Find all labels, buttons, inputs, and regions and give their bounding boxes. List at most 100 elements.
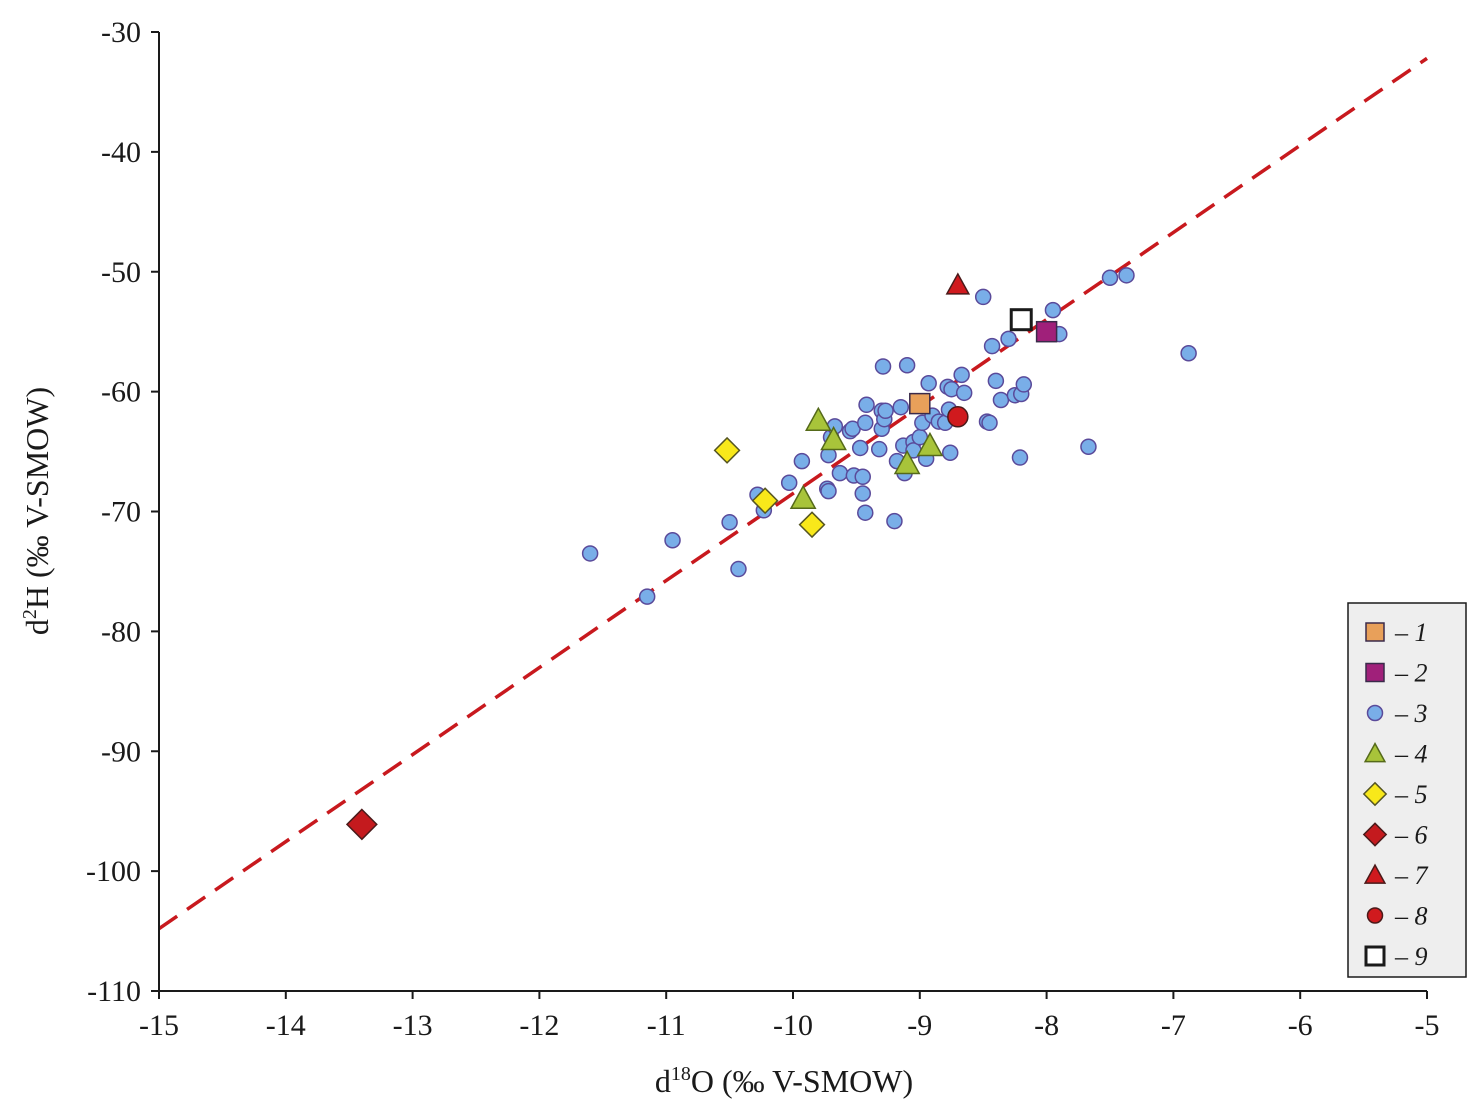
x-tick-label: -14 [266, 1009, 306, 1042]
x-tick-label: -12 [519, 1009, 559, 1042]
series-5 [713, 436, 826, 539]
series-4 [789, 406, 944, 509]
data-point [798, 511, 826, 539]
x-tick-label: -15 [139, 1009, 179, 1042]
data-point [751, 487, 779, 515]
legend-label: – 6 [1394, 821, 1428, 850]
legend-label: – 2 [1394, 659, 1428, 688]
legend-item: – 1 [1365, 618, 1428, 647]
legend-item: – 3 [1366, 699, 1428, 728]
data-point [721, 514, 738, 531]
data-point [870, 440, 888, 458]
data-point [857, 414, 874, 432]
x-axis-title-superscript: 18 [671, 1063, 691, 1085]
legend-marker [1366, 907, 1384, 924]
series-7 [945, 272, 971, 295]
data-point [780, 474, 798, 491]
legend-marker [1363, 742, 1387, 763]
legend-marker [1363, 863, 1387, 884]
legend-label: – 3 [1394, 699, 1428, 728]
y-tick-label: -30 [101, 16, 141, 49]
data-point [955, 384, 973, 402]
series-8 [947, 406, 969, 428]
y-tick-label: -50 [101, 256, 141, 289]
legend-label: – 5 [1394, 780, 1428, 809]
data-point [664, 532, 681, 549]
legend-marker [1362, 822, 1388, 847]
data-point [886, 512, 903, 530]
legend-item: – 8 [1366, 902, 1428, 931]
data-point [1009, 308, 1033, 332]
legend-label: – 8 [1394, 902, 1428, 931]
legend-marker [1366, 704, 1384, 722]
x-tick-label: -6 [1288, 1009, 1313, 1042]
x-axis-title: d18O (‰ V-SMOW) [655, 1063, 913, 1099]
x-tick-label: -8 [1034, 1009, 1059, 1042]
data-point [858, 396, 875, 414]
data-point [345, 808, 378, 841]
data-point [1015, 376, 1033, 393]
data-point [1011, 449, 1029, 466]
data-point [789, 484, 817, 509]
data-point [1000, 330, 1017, 348]
data-point [831, 464, 849, 482]
series-2 [1035, 320, 1058, 343]
data-point [898, 357, 916, 374]
reference-line [158, 56, 1428, 931]
data-point [909, 392, 931, 415]
data-point [1035, 320, 1058, 343]
data-point [638, 588, 656, 605]
data-point [793, 452, 811, 470]
x-tick-label: -5 [1415, 1009, 1440, 1042]
x-tick-label: -11 [647, 1009, 686, 1042]
data-point [1044, 301, 1062, 319]
series-3 [581, 267, 1197, 605]
data-point [953, 366, 970, 384]
data-point [941, 444, 959, 462]
data-point [820, 425, 847, 451]
data-point [581, 545, 599, 562]
y-tick-label: -90 [101, 735, 141, 768]
data-point [892, 398, 910, 416]
legend-marker [1362, 781, 1388, 807]
data-point [1101, 269, 1119, 286]
x-tick-label: -9 [907, 1009, 932, 1042]
series-6 [345, 808, 378, 841]
data-point [916, 431, 944, 457]
legend-label: – 9 [1394, 942, 1428, 971]
data-points-layer [345, 267, 1197, 841]
x-tick-label: -13 [393, 1009, 433, 1042]
data-point [945, 272, 971, 295]
series-9 [1009, 308, 1033, 332]
ticks-layer: -15 -14 -13 -12 -11 -10 -9 -8 -7 -6 -5 -30 -40 -50 -60… [86, 16, 1440, 1042]
data-point [857, 504, 874, 521]
reference-line-layer [158, 56, 1428, 931]
data-point [874, 358, 892, 375]
data-point [804, 406, 832, 432]
legend-marker [1364, 945, 1386, 967]
legend-marker [1365, 622, 1385, 642]
legend-label: – 1 [1394, 618, 1428, 647]
data-point [1118, 267, 1135, 284]
data-point [1180, 345, 1197, 362]
legend-marker [1365, 662, 1385, 683]
x-tick-label: -10 [773, 1009, 813, 1042]
legend-item: – 6 [1362, 821, 1428, 850]
series-1 [909, 392, 931, 415]
data-point [713, 436, 741, 464]
legend-label: – 7 [1394, 861, 1429, 890]
data-point [1080, 438, 1097, 456]
data-point [983, 337, 1001, 355]
y-axis-title: d2H (‰ V-SMOW) [19, 387, 55, 635]
data-point [920, 374, 937, 392]
data-point [947, 406, 969, 428]
data-point [893, 449, 921, 475]
y-tick-label: -110 [87, 975, 141, 1008]
legend-item: – 9 [1364, 942, 1428, 971]
legend-item: – 5 [1362, 780, 1428, 809]
legend-item: – 7 [1363, 861, 1429, 890]
legend-label: – 4 [1394, 740, 1428, 769]
data-point [730, 560, 747, 578]
legend: – 1 – 2 – 3 – 4 – 5 – 6 – 7 – 8 – 9 [1347, 602, 1467, 978]
